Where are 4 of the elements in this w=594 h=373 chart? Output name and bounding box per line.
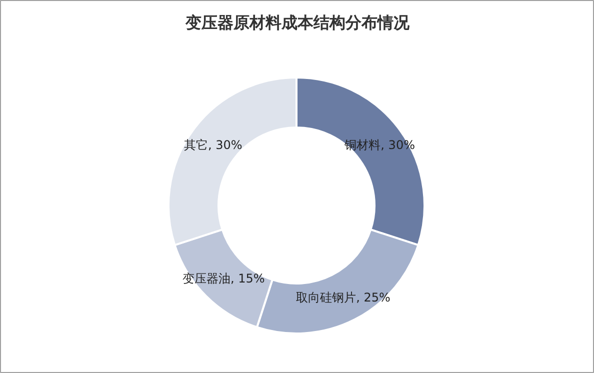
slice-label: 其它, 30% xyxy=(184,138,242,152)
slice-label: 取向硅钢片, 25% xyxy=(296,290,390,304)
chart-title: 变压器原材料成本结构分布情况 xyxy=(184,13,410,32)
slice-label: 变压器油, 15% xyxy=(182,271,265,286)
